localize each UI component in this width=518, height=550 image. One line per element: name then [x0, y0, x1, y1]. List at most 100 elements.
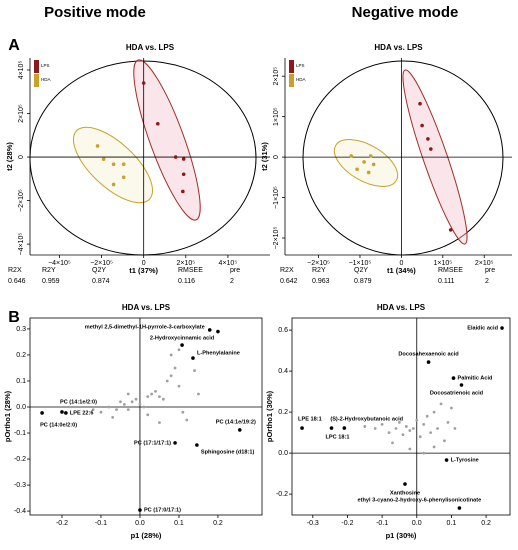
- data-point: [173, 155, 178, 159]
- point-label: PC (14:1e/2:0): [60, 399, 97, 405]
- legend-label: HDA: [296, 77, 306, 82]
- point-label: Palmitic Acid: [458, 376, 494, 382]
- data-point: [121, 162, 126, 167]
- x-tick-label: 0.1: [174, 520, 184, 527]
- data-point: [216, 329, 220, 334]
- data-point: [60, 410, 64, 414]
- stat-header: Q2Y: [354, 267, 368, 274]
- data-point: [95, 144, 100, 148]
- data-point: [439, 402, 443, 406]
- point-label: PC (17:0/17:1): [144, 508, 181, 514]
- y-tick-label: 4×10⁵: [18, 61, 25, 80]
- y-axis-title: t2 (28%): [5, 142, 14, 171]
- x-tick-label: 0.2: [213, 520, 223, 527]
- data-point: [387, 431, 391, 434]
- data-point: [181, 172, 186, 177]
- data-point: [349, 154, 354, 158]
- stat-value: 0.116: [178, 278, 195, 285]
- y-tick-label: -0.2: [276, 491, 288, 498]
- data-point: [404, 425, 408, 428]
- point-label: 2-Hydroxycinnamic acid: [150, 336, 215, 342]
- data-point: [150, 392, 154, 396]
- data-point: [193, 369, 196, 372]
- x-tick-label: 0.0: [412, 520, 422, 527]
- y-tick-label: 0.2: [278, 409, 288, 416]
- stat-value: 0.879: [354, 278, 372, 285]
- x-tick-label: −2×10⁵: [90, 260, 113, 267]
- y-tick-label: −2×10⁵: [18, 189, 25, 212]
- stat-header: RMSEE: [178, 267, 203, 274]
- stat-value: 0.111: [438, 278, 455, 285]
- y-tick-label: 0: [273, 155, 280, 159]
- point-label: LPC 18:1: [326, 435, 350, 441]
- data-point: [355, 167, 359, 172]
- legend-label: LPS: [296, 63, 305, 68]
- plot-frame: [29, 317, 263, 516]
- data-point: [401, 433, 405, 437]
- y-tick-label: 0.3: [16, 326, 26, 333]
- x-tick-label: 0.0: [135, 520, 145, 527]
- stat-header: Q2Y: [92, 267, 106, 274]
- stat-value: 2: [485, 278, 489, 285]
- y-tick-label: 0.6: [278, 327, 288, 334]
- y-axis-title: pOrtho1 (30%): [265, 390, 274, 442]
- x-axis-title: p1 (30%): [386, 531, 417, 540]
- data-point: [363, 425, 367, 428]
- x-tick-label: −2×10⁵: [307, 260, 330, 267]
- data-point: [422, 451, 426, 455]
- stat-header: R2X: [280, 267, 294, 274]
- legend-swatch: [289, 74, 294, 87]
- data-point: [429, 147, 433, 151]
- point-label: PC (14:0e/2:0): [40, 422, 77, 428]
- x-axis-title: t1 (37%): [129, 266, 158, 275]
- stat-header: pre: [230, 267, 240, 274]
- legend-swatch: [289, 60, 294, 73]
- data-point: [432, 445, 436, 449]
- stat-header: RMSEE: [438, 267, 463, 274]
- data-point: [195, 443, 199, 447]
- data-point: [154, 389, 157, 393]
- point-label: L-Tyrosine: [451, 458, 479, 464]
- data-point: [420, 123, 424, 128]
- data-point: [426, 137, 430, 141]
- y-tick-label: 0.0: [278, 450, 288, 457]
- stat-value: 0.646: [8, 278, 26, 285]
- data-point: [422, 422, 426, 426]
- data-point: [173, 441, 177, 445]
- legend-swatch: [34, 60, 39, 73]
- y-tick-label: 0.4: [278, 368, 288, 375]
- column-header: Negative mode: [352, 4, 459, 21]
- data-point: [300, 426, 304, 430]
- y-tick-label: 0: [18, 155, 25, 159]
- x-tick-label: -0.2: [56, 520, 68, 527]
- point-label: Docosahexaenoic acid: [398, 352, 459, 358]
- x-tick-label: -0.2: [341, 520, 353, 527]
- data-point: [165, 379, 169, 383]
- y-tick-label: 1×10⁵: [273, 107, 280, 126]
- data-point: [429, 431, 433, 434]
- data-point: [418, 101, 422, 106]
- y-tick-label: 0.2: [16, 352, 26, 359]
- y-tick-label: -0.2: [14, 456, 26, 463]
- point-label: (S)-2-Hydroxybutanoic acid: [330, 417, 403, 423]
- chart-title: HDA vs. LPS: [122, 303, 171, 312]
- data-point: [418, 435, 422, 439]
- data-point: [373, 427, 377, 430]
- y-tick-label: 2×10⁵: [18, 104, 25, 123]
- data-point: [451, 376, 456, 380]
- group-ellipse: [133, 59, 201, 221]
- data-point: [64, 411, 68, 415]
- data-point: [141, 81, 146, 85]
- x-tick-label: -0.1: [376, 520, 388, 527]
- data-point: [425, 414, 429, 418]
- data-point: [342, 426, 347, 430]
- stat-header: R2Y: [42, 267, 56, 274]
- data-point: [173, 366, 177, 370]
- data-point: [448, 228, 453, 232]
- data-point: [450, 406, 453, 410]
- point-label: Elaidic acid: [467, 326, 498, 332]
- chart-title: HDA vs. LPS: [126, 43, 175, 52]
- stat-value: 0.959: [42, 278, 60, 285]
- data-point: [122, 402, 126, 406]
